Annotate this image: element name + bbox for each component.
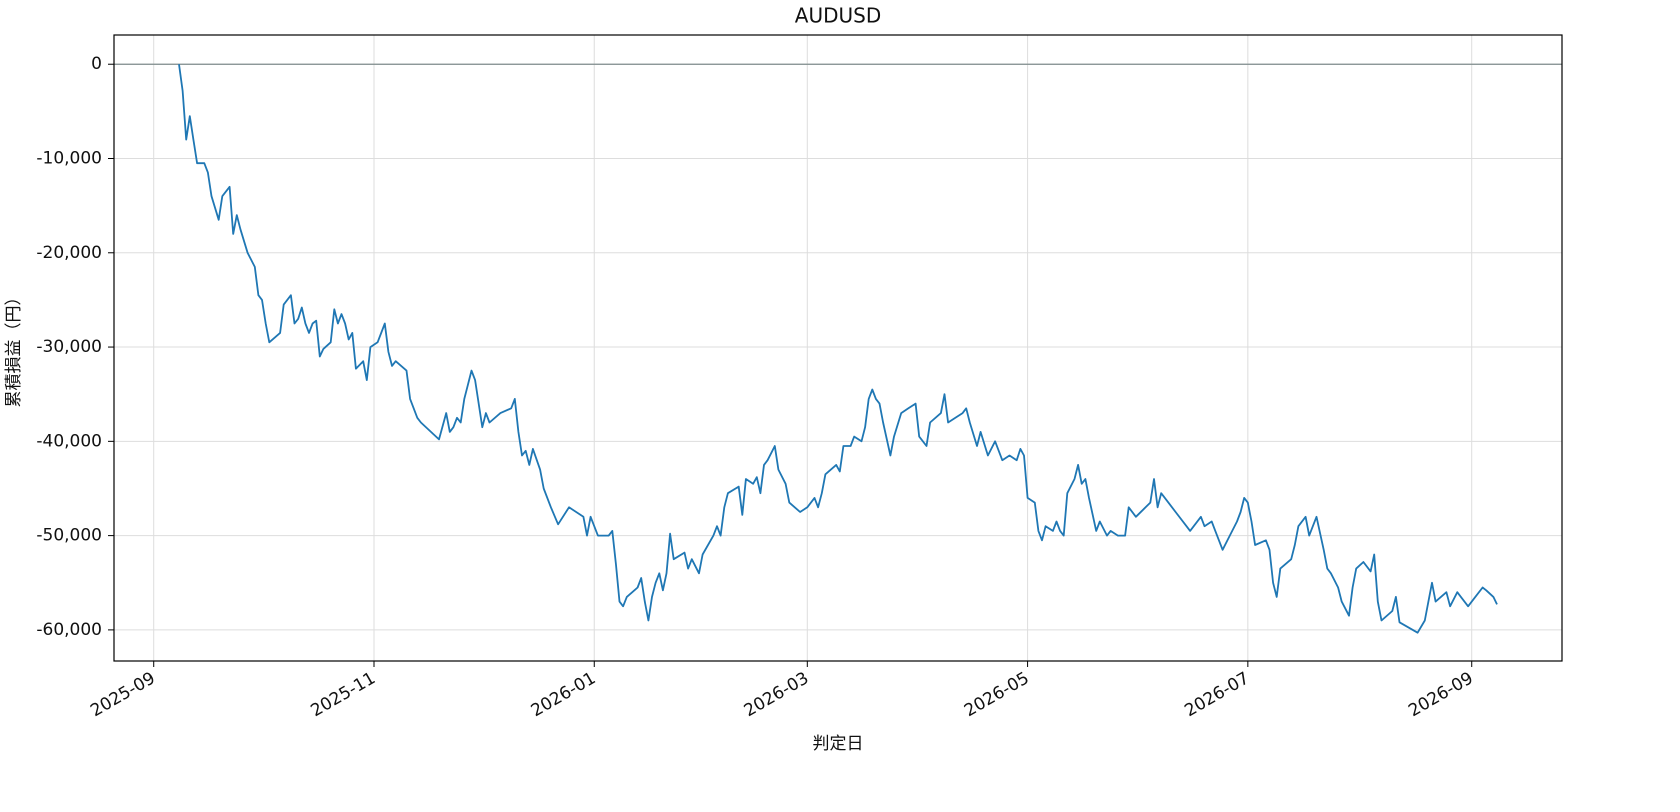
x-tick-label: 2026-05	[961, 668, 1033, 721]
y-tick-label: 0	[91, 54, 102, 74]
y-tick-label: -30,000	[36, 337, 102, 357]
x-tick-label: 2025-11	[307, 668, 379, 721]
x-tick-label: 2026-01	[528, 668, 600, 721]
y-tick-label: -50,000	[36, 526, 102, 546]
y-tick-label: -10,000	[36, 149, 102, 169]
y-axis-label: 累積損益（円）	[4, 289, 24, 408]
x-axis-label: 判定日	[813, 734, 864, 754]
plot-frame	[113, 34, 1563, 662]
x-tick-label: 2025-09	[87, 668, 159, 721]
y-tick-label: -60,000	[36, 620, 102, 640]
x-tick-label: 2026-07	[1181, 668, 1253, 721]
chart-title: AUDUSD	[795, 4, 881, 28]
x-tick-label: 2026-03	[741, 668, 813, 721]
y-tick-label: -40,000	[36, 431, 102, 451]
x-tick-label: 2026-09	[1405, 668, 1477, 721]
y-tick-label: -20,000	[36, 243, 102, 263]
data-line	[178, 64, 1498, 634]
